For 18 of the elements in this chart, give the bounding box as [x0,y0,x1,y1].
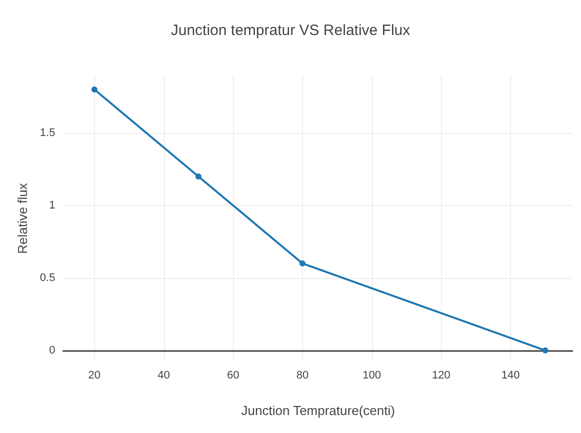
y-tick-label: 0 [49,344,56,356]
x-tick-label: 140 [501,370,520,382]
point [542,347,548,354]
y-axis-title: Relative flux [15,182,30,254]
x-tick-label: 120 [432,370,450,382]
point [91,86,98,92]
point [195,173,202,180]
y-tick-label: 0.5 [40,272,56,284]
y-tick-label: 1.5 [40,126,56,139]
x-tick-label: 80 [296,370,309,382]
point [299,260,306,266]
x-tick-label: 40 [158,370,170,382]
x-tick-label: 100 [362,370,382,382]
x-axis-title: Junction Temprature(centi) [241,403,395,418]
x-tick-label: 60 [227,370,240,382]
x-tick-label: 20 [88,370,101,382]
y-tick-label: 1 [49,199,56,212]
chart-title: Junction tempratur VS Relative Flux [170,22,411,39]
